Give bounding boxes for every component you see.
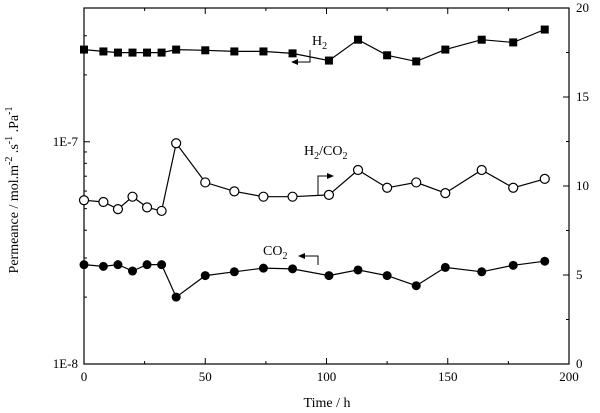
series-1-point <box>440 188 451 199</box>
y-right-tick-label: 0 <box>576 356 583 371</box>
series-0-point <box>412 57 421 66</box>
annotations: H2 H2/CO2 CO2 <box>263 34 347 265</box>
h2-annotation: H2 <box>312 34 327 52</box>
series-0-point <box>157 48 166 57</box>
series-2-point <box>128 266 137 276</box>
series-1-point <box>98 196 109 208</box>
x-tick-label: 100 <box>317 369 337 384</box>
series-1-point <box>200 177 211 188</box>
x-tick-label: 200 <box>559 369 579 384</box>
series-1-point <box>78 195 90 206</box>
series-0-point <box>441 45 450 54</box>
series-layer <box>78 25 550 302</box>
y-right-tick-label: 15 <box>576 89 589 104</box>
y-right-tick-label: 5 <box>576 267 583 282</box>
series-0-point <box>230 47 239 56</box>
series-0-point <box>259 47 268 56</box>
series-2-point <box>508 260 518 270</box>
series-1-point <box>112 204 124 215</box>
y-axis-left-title: Permeance / mol.m-2 .s-1 .Pa-1 <box>4 107 22 274</box>
series-2-point <box>382 271 392 281</box>
series-0-point <box>128 48 137 57</box>
series-1-point <box>171 138 182 149</box>
series-1-point <box>258 191 269 202</box>
series-1-point <box>382 182 393 193</box>
series-1-point <box>156 205 167 217</box>
series-2-point <box>79 260 89 270</box>
series-2-point <box>142 260 152 270</box>
x-tick-label: 0 <box>81 369 88 384</box>
ratio-annotation: H2/CO2 <box>304 144 347 162</box>
series-0-point <box>172 45 181 54</box>
h2-arrow-icon <box>291 50 311 65</box>
series-2-point <box>477 267 487 277</box>
series-1-point <box>476 164 487 176</box>
series-2-point <box>411 281 421 291</box>
series-1-point <box>411 177 422 188</box>
y-right-tick-label: 10 <box>576 178 589 193</box>
ticks: 0 50 100 150 200 1E-8 1E-7 0 5 10 15 20 <box>53 0 589 384</box>
series-0-point <box>540 25 549 34</box>
ratio-arrow-icon <box>317 173 334 196</box>
series-2-point <box>258 263 268 273</box>
series-1-point <box>508 182 519 193</box>
series-2-point <box>200 271 210 281</box>
series-1-point <box>539 173 550 184</box>
series-1-point <box>352 164 364 176</box>
series-0-point <box>509 38 518 47</box>
series-0-point <box>80 45 88 54</box>
series-2-point <box>324 271 334 281</box>
series-1-point <box>141 202 153 213</box>
series-0-point <box>383 51 392 60</box>
series-2-point <box>288 264 298 274</box>
y-right-tick-label: 20 <box>576 0 589 15</box>
x-axis-title: Time / h <box>304 396 351 411</box>
series-1-point <box>229 186 240 197</box>
series-0-point <box>143 48 152 57</box>
co2-arrow-icon <box>298 253 319 265</box>
series-0-point <box>477 35 486 44</box>
series-2-point <box>229 267 239 277</box>
series-0-point <box>201 46 210 55</box>
series-0-point <box>354 35 363 44</box>
x-tick-label: 50 <box>199 369 212 384</box>
series-2-line <box>83 260 545 299</box>
series-0-point <box>288 49 297 58</box>
series-0-point <box>324 56 333 65</box>
series-0-point <box>99 47 108 56</box>
x-tick-label: 150 <box>438 369 458 384</box>
series-1-point <box>127 191 138 202</box>
series-2-point <box>157 260 167 270</box>
series-2-point <box>98 261 108 271</box>
series-1-point <box>323 189 335 200</box>
y-left-tick-label: 1E-7 <box>53 134 79 149</box>
co2-annotation: CO2 <box>263 244 287 262</box>
series-2-point <box>540 256 550 266</box>
series-2-point <box>113 260 123 270</box>
y-left-tick-label: 1E-8 <box>53 356 78 371</box>
series-2-point <box>440 262 450 272</box>
series-2-point <box>353 265 363 275</box>
series-0-point <box>113 48 122 57</box>
series-2-point <box>171 292 181 302</box>
series-1-point <box>287 191 298 202</box>
